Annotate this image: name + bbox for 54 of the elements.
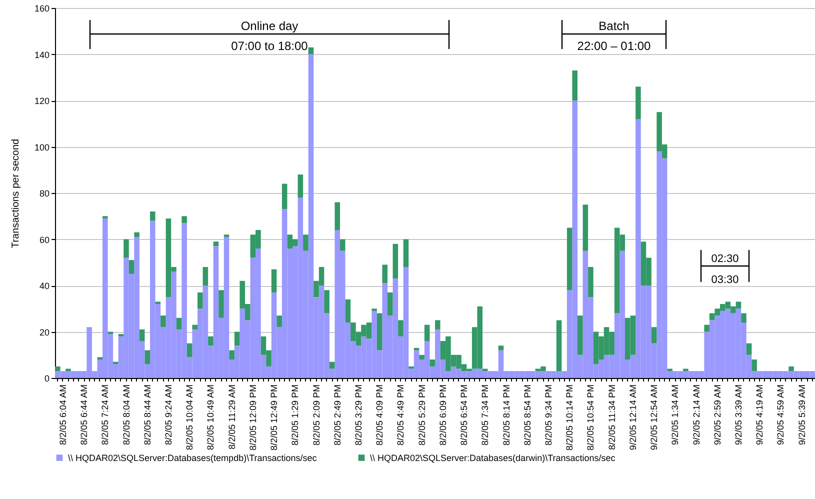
x-tick-label: 8/2/05 10:14 PM [564, 384, 575, 451]
x-tick-label: 9/2/05 4:19 AM [754, 384, 765, 446]
annotation: 02:30 [711, 253, 739, 265]
x-tick-label: 8/2/05 8:54 PM [522, 384, 532, 446]
x-tick-label: 8/2/05 4:49 PM [396, 384, 406, 446]
x-tick-label: 8/2/05 10:49 AM [206, 384, 216, 450]
x-tick-label: 8/2/05 8:04 AM [121, 384, 132, 446]
x-tick-label: 8/2/05 12:09 PM [248, 384, 258, 451]
x-tick-label: 8/2/05 8:14 PM [501, 384, 512, 446]
y-tick-label: 100 [34, 142, 50, 152]
y-tick-label: 80 [39, 188, 50, 198]
x-tick-label: 8/2/05 9:34 PM [543, 384, 554, 446]
x-tick-label: 9/2/05 2:59 AM [712, 384, 722, 446]
legend-label: \\ HQDAR02\SQLServer:Databases(darwin)\Transactions/sec [370, 452, 616, 463]
y-tick-label: 160 [34, 4, 50, 14]
x-tick-label: 8/2/05 12:49 PM [269, 384, 280, 451]
x-tick-label: 8/2/05 7:34 PM [480, 384, 490, 446]
x-tick-label: 8/2/05 6:09 PM [438, 384, 448, 446]
x-tick-label: 8/2/05 2:49 PM [332, 384, 342, 446]
x-tick-label: 8/2/05 4:09 PM [374, 384, 385, 446]
x-tick-label: 9/2/05 1:34 AM [670, 384, 680, 446]
y-tick-label: 120 [34, 96, 50, 106]
annotation: Batch [598, 19, 630, 33]
x-tick-label: 8/2/05 11:29 AM [226, 384, 237, 450]
x-tick-label: 9/2/05 2:14 AM [691, 384, 702, 446]
x-tick-label: 8/2/05 5:29 PM [416, 384, 427, 446]
x-tick-label: 8/2/05 6:44 AM [79, 384, 90, 446]
x-tick-label: 8/2/05 10:04 AM [184, 384, 195, 450]
x-tick-label: 8/2/05 10:54 PM [586, 384, 596, 451]
annotation: Online day [240, 19, 298, 33]
x-tick-label: 8/2/05 6:04 AM [58, 384, 68, 446]
x-tick-label: 8/2/05 7:24 AM [100, 384, 110, 446]
x-tick-label: 9/2/05 4:59 AM [776, 384, 786, 446]
annotation: 22:00 – 01:00 [577, 39, 652, 53]
x-tick-label: 8/2/05 2:09 PM [311, 384, 322, 446]
x-tick-label: 8/2/05 8:44 AM [142, 384, 152, 446]
x-tick-label: 9/2/05 12:14 AM [628, 384, 638, 450]
y-axis-title: Transactions per second [10, 138, 22, 248]
x-tick-label: 8/2/05 1:29 PM [290, 384, 300, 446]
y-tick-label: 40 [39, 281, 50, 291]
y-tick-label: 60 [39, 234, 50, 245]
x-tick-label: 9/2/05 12:54 AM [649, 384, 660, 450]
y-tick-label: 140 [34, 50, 50, 60]
x-tick-label: 8/2/05 6:54 PM [459, 384, 470, 446]
x-tick-label: 8/2/05 9:24 AM [163, 384, 174, 446]
x-tick-label: 9/2/05 5:39 AM [796, 384, 807, 446]
y-tick-label: 0 [44, 374, 50, 384]
x-tick-label: 9/2/05 3:39 AM [733, 384, 744, 446]
x-tick-label: 8/2/05 3:29 PM [353, 384, 364, 446]
x-tick-label: 8/2/05 11:34 PM [606, 384, 617, 450]
annotation: 03:30 [711, 274, 739, 286]
annotation: 07:00 to 18:00 [231, 39, 308, 53]
legend-label: \\ HQDAR02\SQLServer:Databases(tempdb)\Transactions/sec [68, 452, 318, 463]
y-tick-label: 20 [39, 327, 50, 338]
